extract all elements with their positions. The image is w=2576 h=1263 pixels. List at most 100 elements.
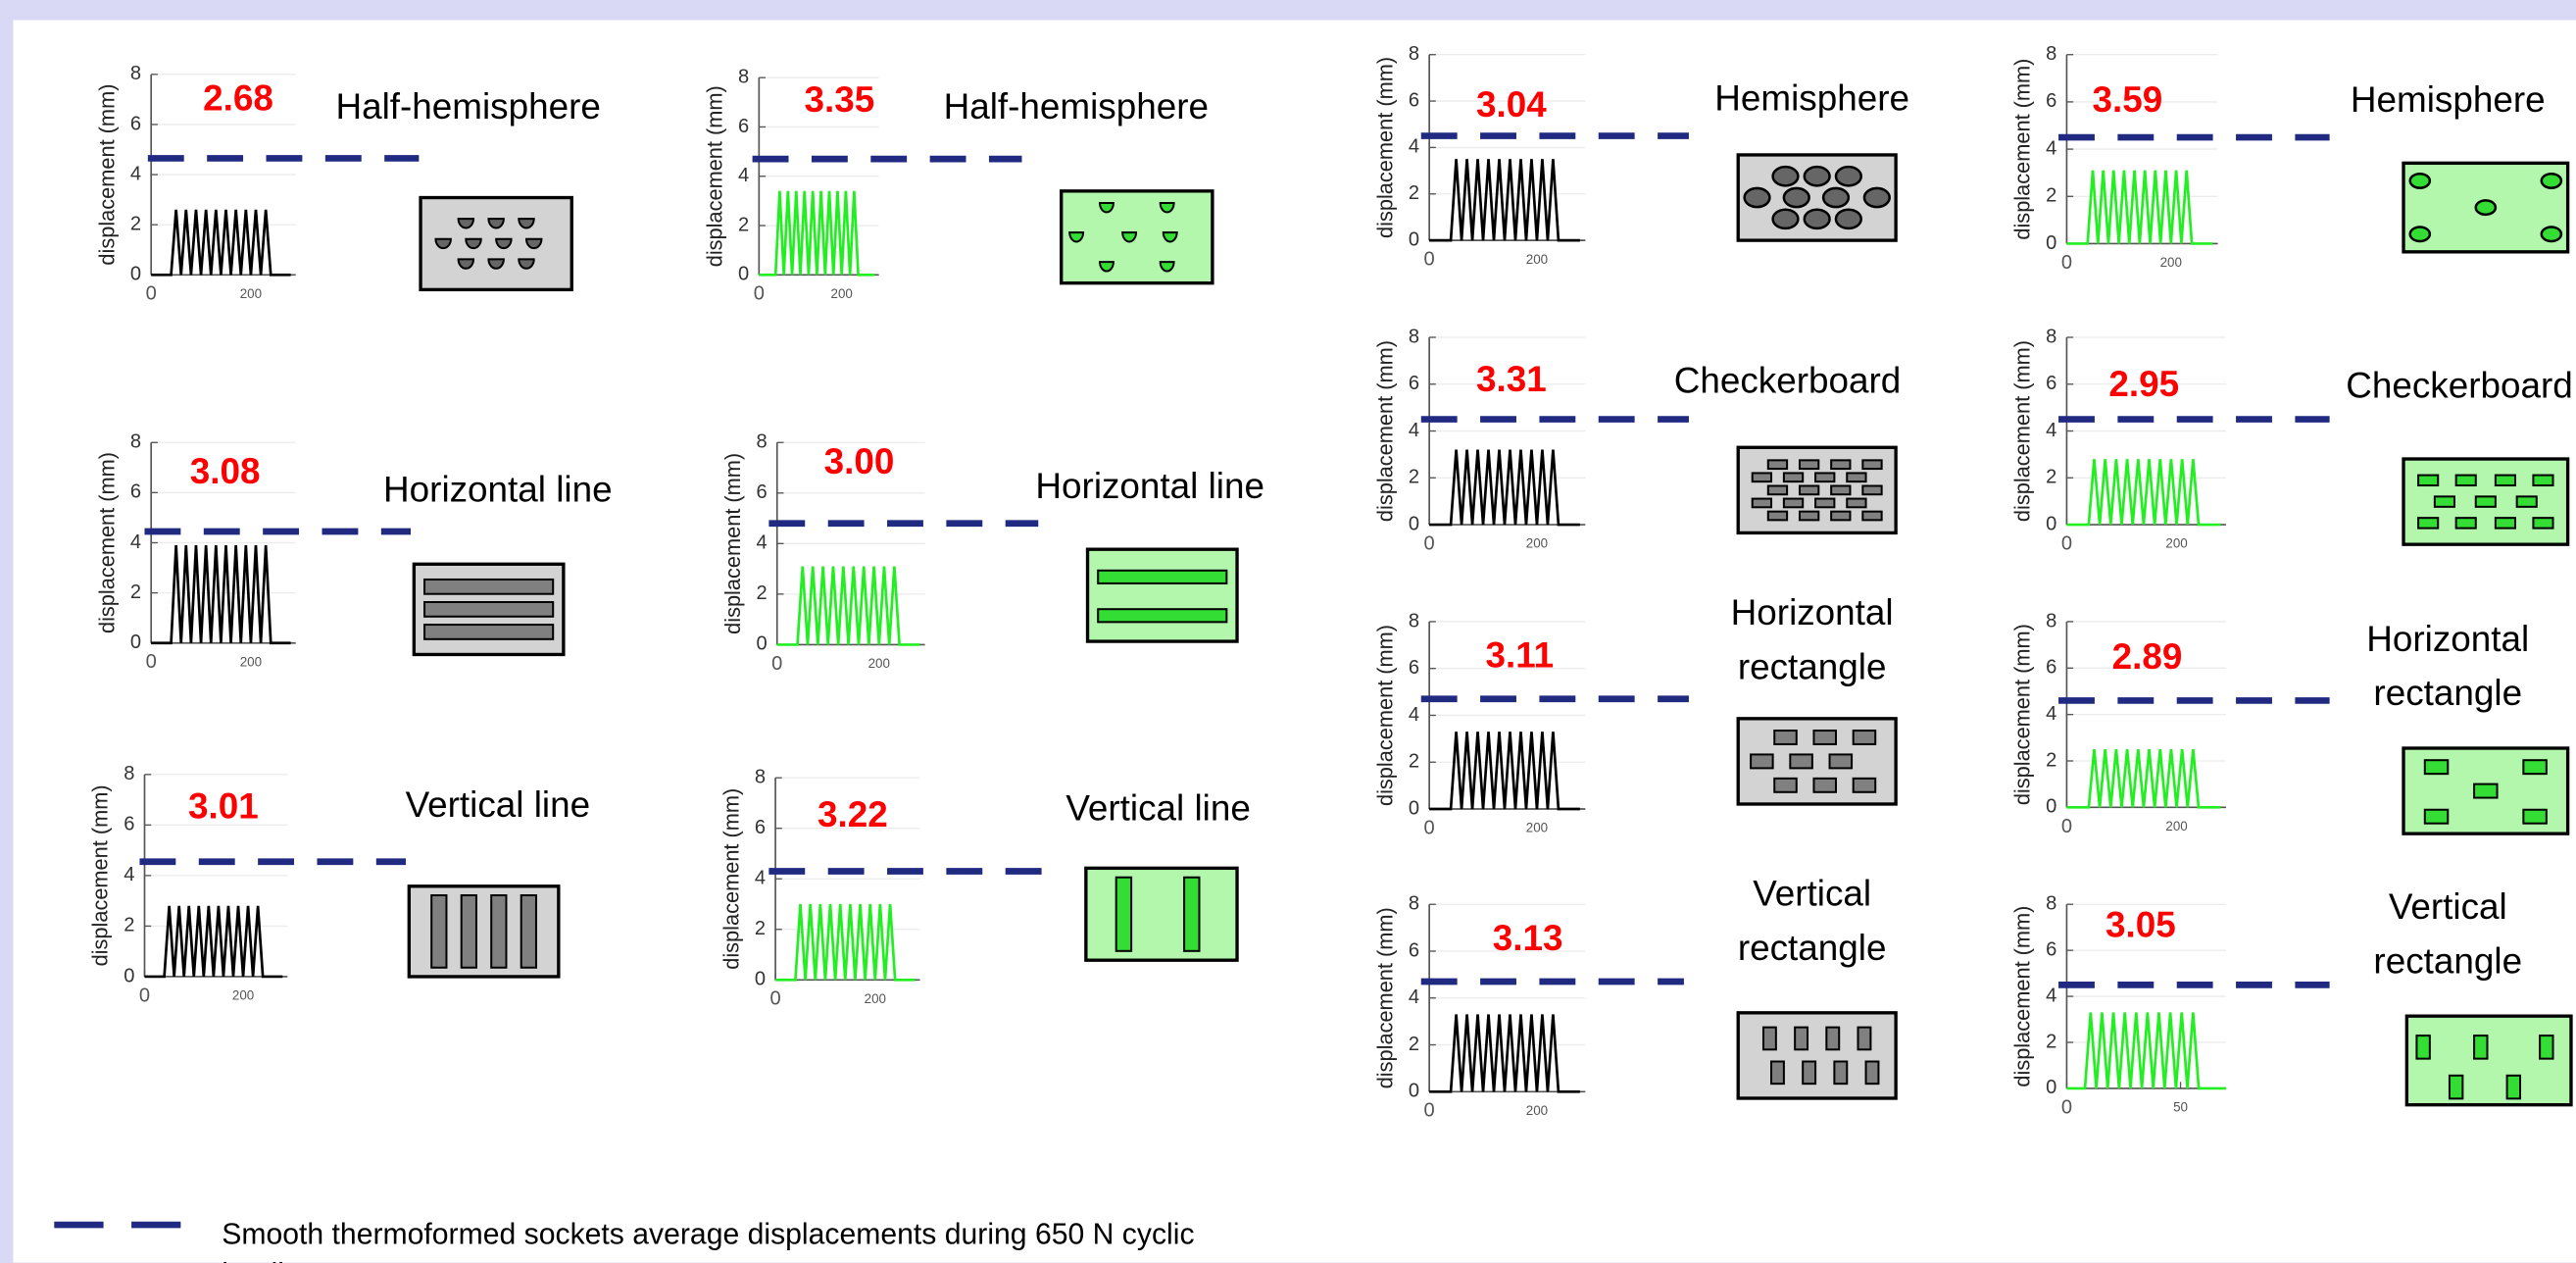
y-tick-label: 8 (2046, 893, 2056, 915)
pattern-shape (1813, 779, 1836, 792)
pattern-shape (2533, 476, 2552, 485)
pattern-shape (2523, 760, 2546, 774)
mean-annotation: 3.11 (1485, 635, 1554, 676)
legend-text: loading (222, 1258, 317, 1263)
panel-title: Vertical line (406, 784, 591, 825)
pattern-shape (1854, 731, 1876, 744)
mean-annotation: 3.01 (188, 786, 259, 827)
x-tick-label: 0 (1424, 817, 1435, 838)
panel-title: Half-hemisphere (335, 86, 600, 126)
y-tick-label: 4 (1409, 420, 1419, 441)
mean-annotation: 3.04 (1476, 84, 1547, 125)
panel-title: Hemisphere (2351, 79, 2546, 120)
panel-title: Horizontal line (383, 469, 613, 509)
panel-title: Checkerboard (2346, 366, 2573, 406)
pattern-shape (2496, 476, 2515, 485)
y-tick-label: 8 (1409, 326, 1419, 347)
pattern-shape (1184, 878, 1199, 951)
pattern-shape (1069, 232, 1083, 241)
y-tick-label: 6 (124, 814, 134, 835)
panel-title: Horizontal (1731, 592, 1894, 632)
pattern-shape (526, 239, 541, 248)
y-tick-label: 8 (2046, 610, 2056, 632)
y-tick-label: 8 (1409, 610, 1419, 632)
panel-title: rectangle (1738, 646, 1887, 686)
y-axis-label: displacement (mm) (2010, 906, 2035, 1087)
pattern-shape (2418, 518, 2438, 528)
y-axis-label: displacement (mm) (702, 85, 726, 267)
y-tick-label: 0 (124, 965, 134, 986)
pattern-shape (1774, 779, 1797, 792)
pattern-shape (1847, 473, 1865, 481)
pattern-shape (1774, 731, 1797, 744)
pattern-shape (519, 219, 533, 227)
y-tick-label: 2 (1409, 467, 1419, 488)
pattern-shape (1098, 571, 1226, 583)
pattern-shape (1745, 188, 1770, 207)
pattern-icon (2406, 1016, 2571, 1105)
pattern-shape (1831, 486, 1850, 495)
pattern-shape (1795, 1028, 1808, 1050)
pattern-shape (1784, 188, 1809, 207)
pattern-icon (1086, 868, 1237, 960)
pattern-shape (1847, 499, 1865, 508)
legend-text: Smooth thermoformed sockets average disp… (222, 1219, 1194, 1251)
pattern-shape (2540, 1036, 2552, 1059)
y-tick-label: 6 (755, 817, 766, 838)
y-axis-label: displacement (mm) (720, 453, 745, 634)
pattern-shape (1800, 486, 1818, 495)
y-tick-label: 4 (2046, 703, 2056, 725)
y-tick-label: 6 (1409, 939, 1419, 961)
pattern-shape (435, 239, 450, 248)
y-tick-label: 0 (755, 969, 766, 990)
y-tick-label: 4 (1409, 986, 1419, 1008)
mean-annotation: 2.95 (2108, 364, 2179, 404)
x-tick-label: 0 (769, 988, 780, 1010)
y-tick-label: 6 (757, 481, 768, 503)
x-tick-label: 200 (1526, 252, 1548, 267)
pattern-shape (1836, 167, 1861, 185)
x-tick-label: 200 (232, 988, 254, 1003)
pattern-shape (431, 895, 446, 968)
y-tick-label: 0 (1409, 513, 1419, 534)
y-tick-label: 6 (1409, 657, 1419, 679)
x-tick-label: 200 (1526, 1103, 1548, 1118)
y-tick-label: 4 (2046, 985, 2056, 1006)
pattern-shape (1803, 1062, 1815, 1085)
y-tick-label: 6 (1409, 373, 1419, 394)
panel-title: Half-hemisphere (944, 86, 1209, 126)
y-tick-label: 6 (2046, 657, 2056, 679)
pattern-shape (1823, 188, 1849, 207)
pattern-shape (2456, 518, 2476, 528)
panel-title: Checkerboard (1674, 361, 1902, 401)
x-tick-label: 200 (240, 654, 262, 669)
y-tick-label: 0 (2046, 796, 2056, 818)
y-tick-label: 2 (2046, 749, 2056, 771)
y-tick-label: 2 (1409, 182, 1419, 204)
y-tick-label: 4 (757, 532, 768, 554)
pattern-shape (1122, 232, 1136, 241)
y-tick-label: 4 (738, 165, 749, 186)
pattern-shape (1862, 512, 1881, 521)
y-axis-label: displacement (mm) (2010, 624, 2035, 805)
pattern-shape (1161, 262, 1174, 271)
pattern-shape (2474, 1036, 2487, 1059)
pattern-shape (459, 219, 473, 227)
y-tick-label: 0 (1409, 797, 1419, 819)
y-axis-label: displacement (mm) (1372, 340, 1397, 522)
figure: 024680200displacement (mm)2.68Half-hemis… (0, 0, 2576, 1263)
pattern-shape (1813, 731, 1836, 744)
y-tick-label: 4 (1409, 136, 1419, 158)
pattern-shape (1858, 1028, 1871, 1050)
pattern-shape (2476, 200, 2496, 214)
pattern-shape (1831, 460, 1850, 469)
pattern-shape (1100, 203, 1114, 212)
mean-annotation: 2.89 (2112, 636, 2183, 677)
y-axis-label: displacement (mm) (88, 784, 113, 966)
y-tick-label: 4 (755, 868, 766, 889)
pattern-icon (1088, 549, 1238, 641)
pattern-shape (1805, 167, 1830, 185)
y-tick-label: 2 (2046, 467, 2056, 488)
y-axis-label: displacement (mm) (1372, 907, 1397, 1088)
pattern-shape (1826, 1028, 1839, 1050)
